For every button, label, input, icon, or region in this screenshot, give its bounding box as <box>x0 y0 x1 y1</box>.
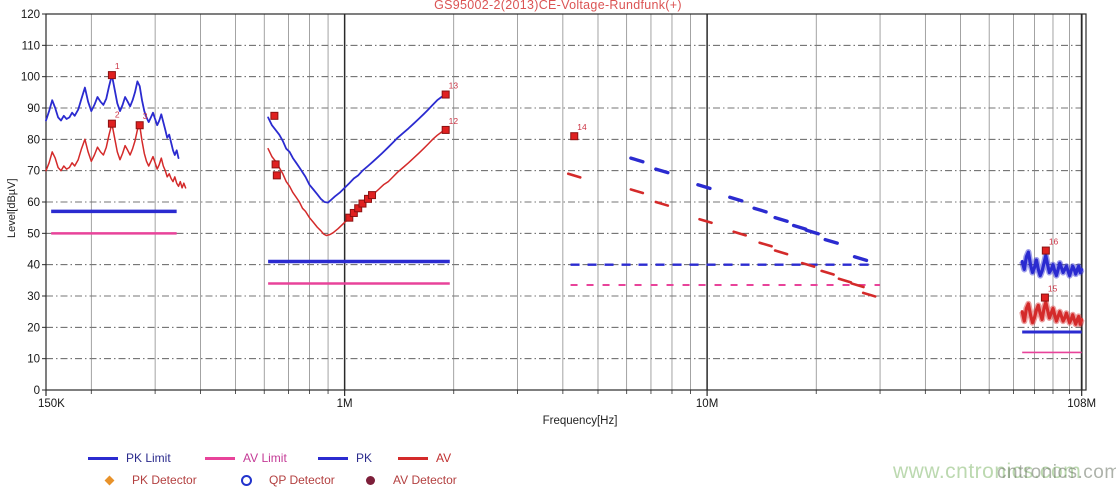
y-tick-label: 40 <box>27 260 40 272</box>
limit-lines <box>51 209 1082 354</box>
marker-label: 12 <box>449 116 459 126</box>
measurement-marker <box>441 125 450 134</box>
marker-label: 3 <box>143 111 148 121</box>
measurement-marker <box>135 121 144 130</box>
watermark-overlay-text: cntronics.com <box>997 462 1116 483</box>
axes: 0 10 20 30 40 50 60 70 80 90 100 110 120 150K 1M 10M 108… <box>21 9 1096 410</box>
legend-label: AV Limit <box>243 451 287 465</box>
y-tick-label: 10 <box>27 354 40 366</box>
marker-label: 16 <box>1049 237 1059 247</box>
series-fuzz <box>1019 249 1085 279</box>
measurement-marker <box>349 208 358 217</box>
measurement-marker <box>354 204 363 213</box>
x-axis-label: Frequency[Hz] <box>542 415 618 427</box>
y-tick-label: 50 <box>27 228 40 240</box>
legend-label: PK Limit <box>126 451 171 465</box>
chart-title: GS95002-2(2013)CE-Voltage-Rundfunk(+) <box>434 0 682 12</box>
x-tick-label: 150K <box>38 398 65 410</box>
legend-line-swatch <box>398 456 428 460</box>
y-tick-label: 70 <box>27 166 40 178</box>
marker-label: 1 <box>115 61 120 71</box>
legend-label: QP Detector <box>269 473 335 487</box>
x-tick-label: 10M <box>696 398 718 410</box>
chart-canvas: 0 10 20 30 40 50 60 70 80 90 100 110 120 150K 1M 10M 108… <box>21 9 1096 410</box>
y-tick-label: 110 <box>22 40 40 52</box>
series-pk-sw <box>629 156 869 263</box>
series-av-lw <box>45 122 187 189</box>
series-pk-lw <box>45 74 180 160</box>
legend-item-qp-detector: QP Detector <box>232 473 335 487</box>
legend-item-av-detector: AV Detector <box>356 473 457 487</box>
marker-label: 14 <box>577 122 587 132</box>
y-tick-label: 100 <box>21 72 40 84</box>
y-tick-label: 120 <box>21 9 40 21</box>
gridlines <box>46 14 1086 390</box>
chart-legend: PK Limit AV Limit PK AV PK Detector QP Detect… <box>0 447 720 496</box>
diamond-icon <box>104 475 115 485</box>
y-tick-label: 80 <box>27 134 40 146</box>
series-pk-fm <box>1020 250 1084 278</box>
legend-line-swatch <box>88 456 118 460</box>
y-tick-label: 90 <box>27 103 40 115</box>
measurement-marker <box>345 213 354 222</box>
legend-item-av: AV <box>398 451 451 465</box>
series-fuzz <box>1019 299 1085 328</box>
x-tick-label: 1M <box>337 398 353 410</box>
measurement-marker <box>368 191 377 200</box>
y-tick-label: 60 <box>27 197 40 209</box>
series-pk-mw <box>267 93 447 204</box>
legend-label: AV <box>436 451 452 465</box>
measurement-marker <box>272 171 281 180</box>
legend-item-pk-limit: PK Limit <box>88 451 171 465</box>
measurement-marker <box>1041 246 1050 255</box>
measurement-marker <box>441 90 450 99</box>
legend-item-av-limit: AV Limit <box>205 451 287 465</box>
measurement-marker <box>107 71 116 80</box>
legend-label: PK <box>356 451 373 465</box>
legend-label: PK Detector <box>132 473 197 487</box>
watermark: www.cntronics.com cntronics.com <box>893 458 1116 492</box>
measurement-marker <box>107 119 116 128</box>
filled-circle-icon <box>366 475 375 485</box>
legend-line-swatch <box>205 456 235 460</box>
marker-label: 2 <box>115 110 120 120</box>
y-tick-label: 20 <box>27 322 40 334</box>
legend-item-pk-detector: PK Detector <box>95 473 197 487</box>
measurement-marker <box>1040 293 1049 302</box>
legend-line-swatch <box>318 456 348 460</box>
series-av-mw <box>267 129 447 237</box>
legend-label: AV Detector <box>393 473 457 487</box>
x-tick-label: 108M <box>1067 398 1096 410</box>
marker-label: 13 <box>449 81 459 91</box>
series-av-fm <box>1020 300 1084 326</box>
y-tick-label: 0 <box>34 385 40 397</box>
watermark-text: www.cntronics.com <box>893 460 1082 483</box>
marker-label: 15 <box>1048 284 1058 294</box>
measurement-marker <box>358 199 367 208</box>
measurement-marker <box>570 132 579 141</box>
measurement-marker <box>270 111 279 120</box>
y-axis-label: Level[dBµV] <box>6 178 18 238</box>
legend-item-pk: PK <box>318 451 372 465</box>
open-circle-icon <box>241 474 252 486</box>
series-av-sw <box>566 172 877 298</box>
y-tick-label: 30 <box>27 291 40 303</box>
data-series <box>45 74 1085 328</box>
measurement-marker <box>271 160 280 169</box>
